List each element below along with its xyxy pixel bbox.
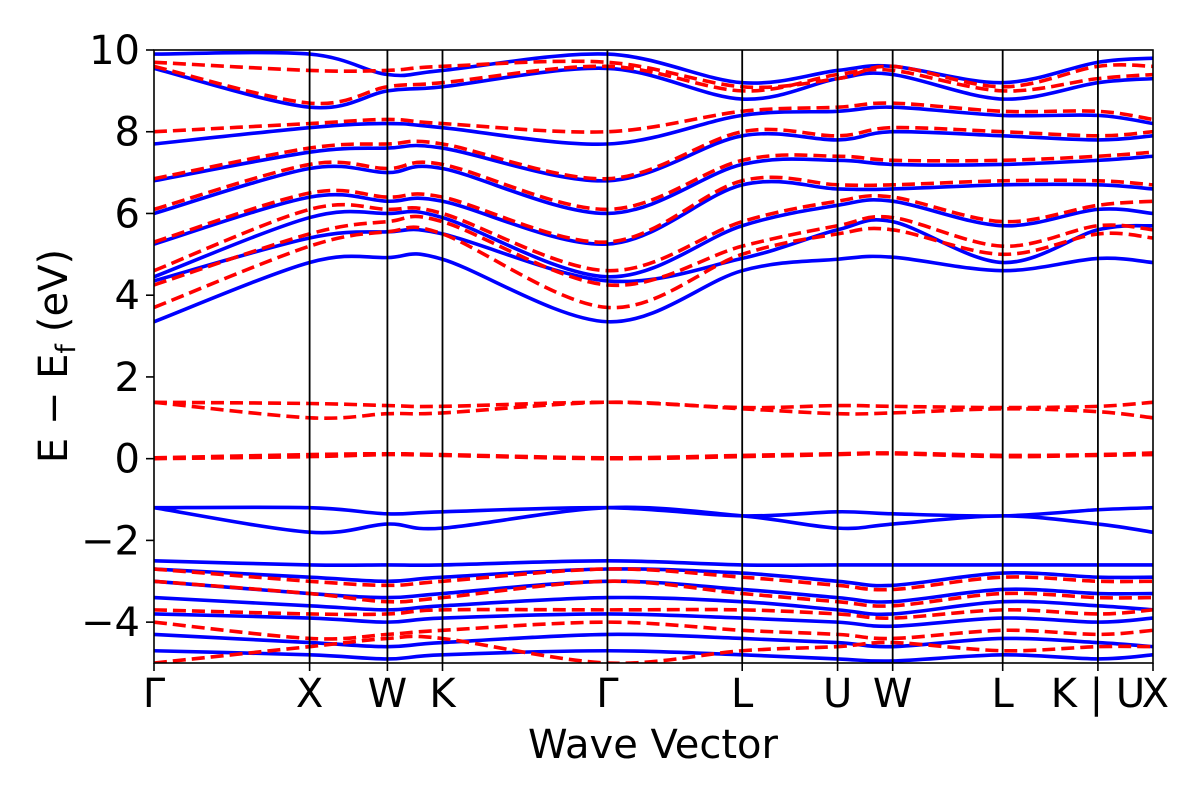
band-line (154, 129, 1153, 183)
y-axis-label: E − Ef (eV) (31, 249, 82, 463)
plot-frame (153, 49, 1154, 664)
band-line (154, 150, 1153, 212)
band-line (154, 620, 1153, 641)
y-tick-label: −4 (81, 600, 140, 646)
x-tick-label: W (368, 671, 408, 717)
band-line (154, 252, 1153, 324)
x-tick-label: Γ (143, 671, 166, 717)
y-axis-label-main: E − E (31, 354, 77, 464)
band-line (154, 607, 1153, 620)
x-tick-label: Γ (596, 671, 619, 717)
y-tick-label: 10 (89, 28, 140, 74)
band-line (154, 105, 1153, 146)
band-line (154, 595, 1153, 617)
x-axis-label: Wave Vector (528, 722, 779, 768)
x-tick-label: U (823, 671, 852, 717)
y-tick-label: 8 (115, 110, 140, 156)
band-line (154, 66, 1153, 110)
band-line (154, 50, 1153, 85)
x-tick-label: K (429, 671, 457, 717)
band-line (154, 632, 1153, 649)
y-tick-label: 0 (115, 437, 140, 483)
series-1 (154, 50, 1153, 663)
y-tick-label: 2 (115, 355, 140, 401)
x-tick-label: L (992, 671, 1015, 717)
band-line (154, 400, 1153, 420)
band-line (154, 59, 1153, 90)
y-axis-label-unit: (eV) (31, 249, 77, 332)
band-line (154, 451, 1153, 460)
band-line (154, 125, 1153, 181)
x-tick-label: X (1142, 671, 1169, 717)
y-axis-ticks: −4 −2 0 2 4 6 8 10 (81, 28, 154, 646)
band-line (154, 634, 1153, 663)
band-line (154, 567, 1153, 588)
x-tick-label: L (731, 671, 754, 717)
x-tick-label: K | U (1051, 671, 1145, 717)
band-line (154, 193, 1153, 273)
y-tick-label: −2 (81, 518, 140, 564)
y-tick-label: 4 (115, 273, 140, 319)
band-line (154, 64, 1153, 106)
y-tick-label: 6 (115, 191, 140, 237)
x-tick-label: W (873, 671, 913, 717)
band-series (154, 50, 1153, 663)
band-line (154, 579, 1153, 608)
band-line (154, 101, 1153, 134)
band-line (154, 198, 1153, 279)
band-line (154, 217, 1153, 284)
band-line (154, 579, 1153, 604)
band-line (154, 612, 1153, 629)
band-line (154, 505, 1153, 518)
band-line (154, 225, 1153, 310)
band-line (154, 214, 1153, 288)
band-line (154, 559, 1153, 568)
x-tick-label: X (296, 671, 323, 717)
y-axis-label-subscript: f (51, 343, 82, 354)
band-line (154, 567, 1153, 592)
high-symmetry-lines (308, 50, 1099, 663)
